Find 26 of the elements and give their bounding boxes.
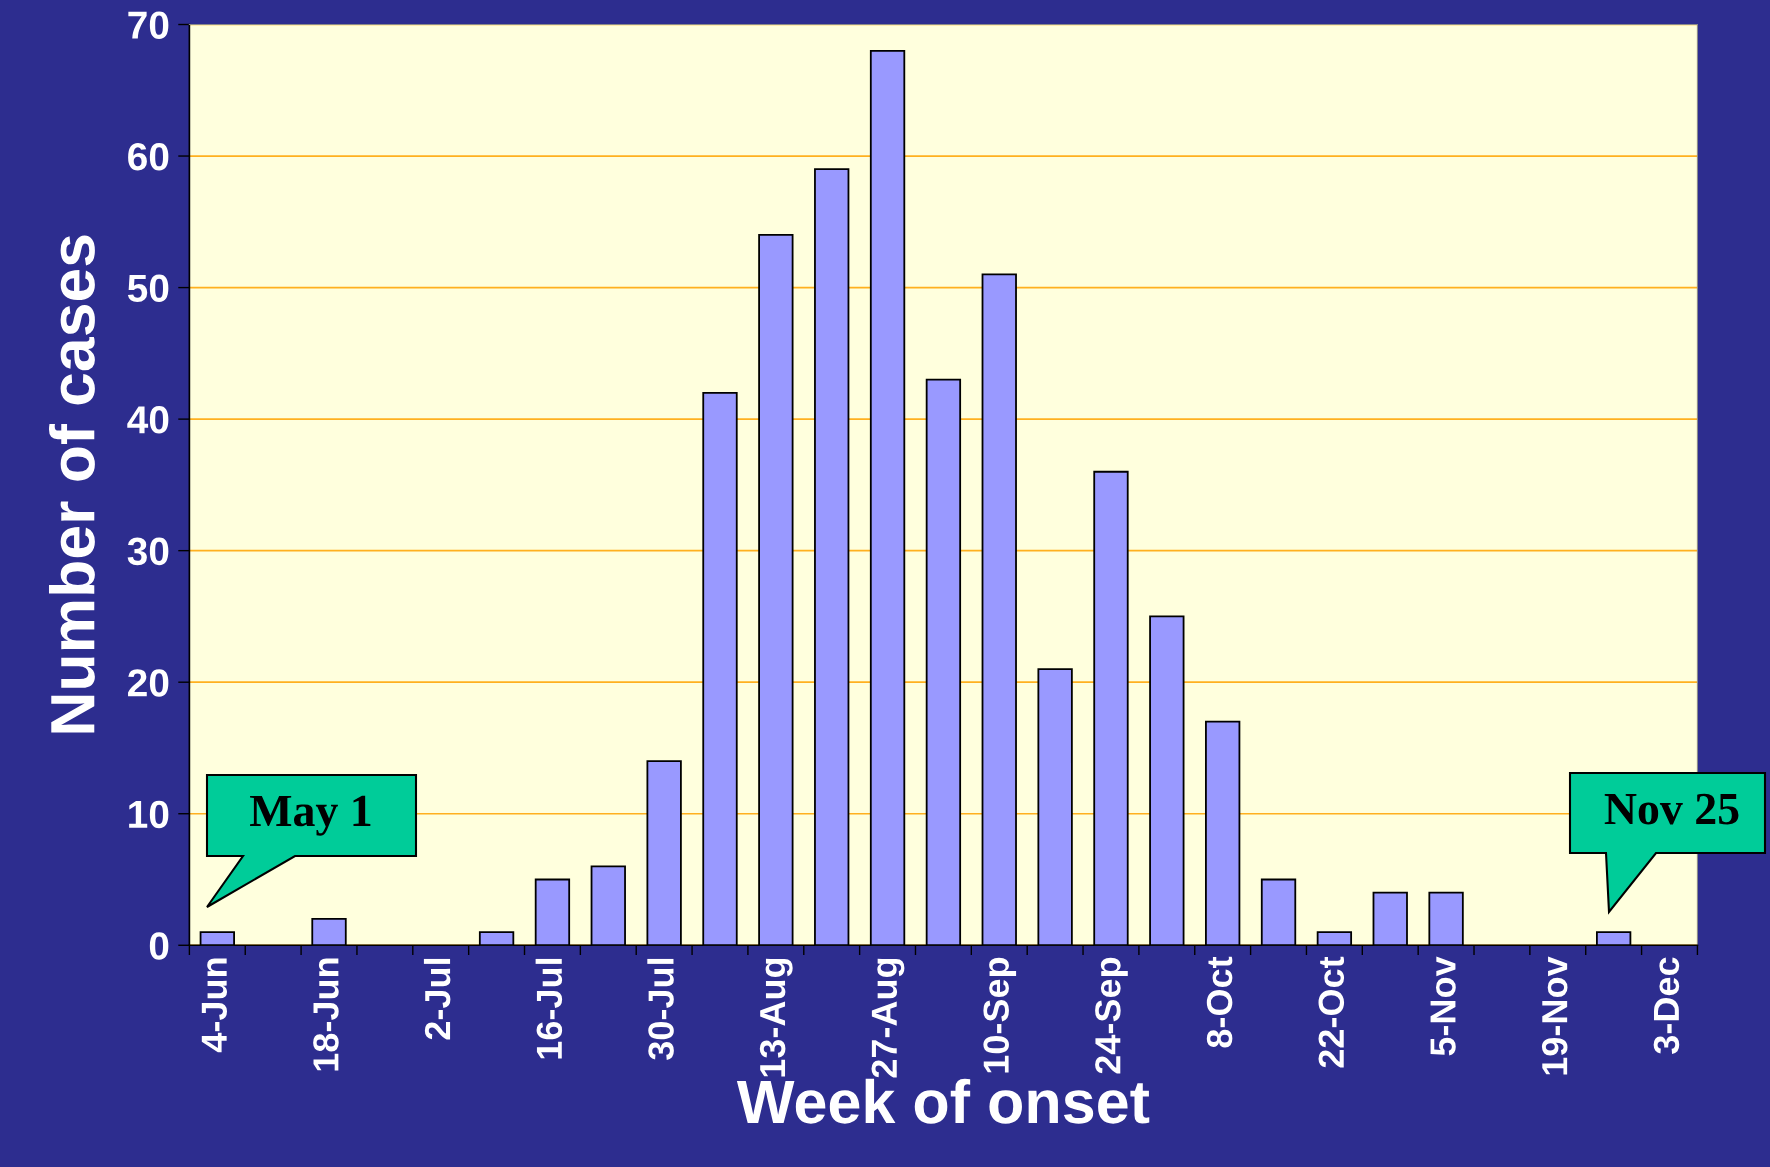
y-tick-label: 10 bbox=[129, 800, 169, 829]
x-tick-label: 24-Sep bbox=[1095, 957, 1128, 1074]
x-tick-label: 19-Nov bbox=[1541, 956, 1568, 1075]
y-tick-label: 20 bbox=[128, 669, 169, 697]
x-tick-label: 3-Dec bbox=[1653, 957, 1680, 1054]
y-tick-label: 50 bbox=[127, 274, 169, 303]
y-tick-label: 60 bbox=[128, 142, 169, 171]
x-tick-label: 30-Jul bbox=[647, 958, 674, 1060]
y-tick-label: 40 bbox=[127, 406, 169, 434]
x-tick-label: 16-Jul bbox=[535, 958, 563, 1059]
annotation: Nov 25 bbox=[1604, 793, 1739, 825]
x-tick-label: 4-Jun bbox=[201, 958, 228, 1053]
x-tick-label: 10-Sep bbox=[983, 957, 1017, 1073]
y-axis-title: Number of cases bbox=[48, 235, 95, 733]
y-tick-label: 70 bbox=[128, 11, 169, 39]
x-tick-label: 27-Aug bbox=[871, 958, 905, 1078]
x-tick-label: 22-Oct bbox=[1318, 956, 1345, 1068]
x-tick-label: 13-Aug bbox=[759, 958, 793, 1077]
x-tick-label: 18-Jun bbox=[313, 958, 339, 1071]
x-tick-label: 8-Oct bbox=[1206, 956, 1233, 1048]
x-axis-title: Week of onset bbox=[736, 1078, 1150, 1124]
y-tick-label: 30 bbox=[127, 537, 169, 566]
y-tick-label: 0 bbox=[149, 932, 169, 960]
x-tick-label: 5-Nov bbox=[1430, 956, 1456, 1056]
x-tick-label: 2-Jul bbox=[423, 958, 451, 1040]
annotation: May 1 bbox=[250, 795, 371, 836]
